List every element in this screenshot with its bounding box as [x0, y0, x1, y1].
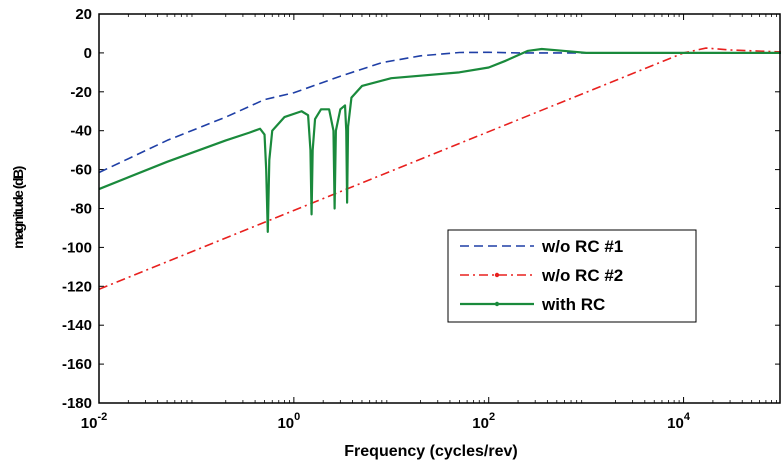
x-axis-ticks: 10-2 100 102 104 — [81, 14, 777, 432]
y-tick-label: -20 — [70, 84, 92, 101]
plot-lines — [98, 47, 781, 290]
series-line-2 — [98, 47, 781, 290]
y-tick-label: -60 — [70, 162, 92, 179]
x-tick-label: 100 — [277, 411, 300, 432]
legend-label-3: with RC — [541, 295, 605, 314]
legend-label-1: w/o RC #1 — [541, 237, 623, 256]
legend: w/o RC #1 w/o RC #2 with RC — [447, 229, 697, 323]
legend-label-2: w/o RC #2 — [541, 266, 623, 285]
x-tick-label: 102 — [472, 411, 495, 432]
legend-marker-2 — [494, 272, 500, 278]
y-tick-label: -100 — [62, 239, 92, 256]
y-tick-label: 20 — [75, 6, 92, 23]
y-axis-label: magnitude (dB) — [10, 166, 26, 248]
series-line-3 — [98, 47, 781, 233]
y-tick-label: -120 — [62, 278, 92, 295]
y-tick-label: -40 — [70, 123, 92, 140]
y-tick-label: -160 — [62, 356, 92, 373]
y-tick-label: -140 — [62, 317, 92, 334]
plot-frame — [98, 13, 781, 404]
legend-marker-3 — [494, 301, 500, 307]
series-line-1 — [98, 51, 781, 174]
y-axis-ticks: 20 0 -20 -40 -60 -80 -100 -120 -140 -160 -180 — [62, 6, 780, 412]
y-tick-label: -180 — [62, 395, 92, 412]
x-tick-label: 104 — [667, 411, 691, 432]
x-tick-label: 10-2 — [81, 411, 107, 432]
y-tick-label: 0 — [84, 45, 92, 62]
x-axis-label: Frequency (cycles/rev) — [344, 443, 517, 460]
y-tick-label: -80 — [70, 201, 92, 218]
